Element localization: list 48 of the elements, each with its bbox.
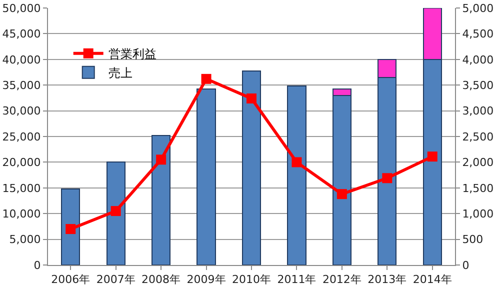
point (382, 173, 392, 184)
y2-tick-label: 1,500 (462, 182, 494, 195)
y-tick-label: 45,000 (2, 28, 41, 41)
y-tick-label: 35,000 (2, 78, 41, 92)
y2-tick-label: 0 (462, 258, 470, 272)
y-tick-label: 40,000 (2, 53, 41, 66)
y2-tick-label: 2,500 (462, 130, 494, 144)
x-tick-label: 2008年 (142, 273, 181, 286)
x-tick-label: 2013年 (368, 273, 407, 286)
x-tick-label: 2014年 (412, 273, 452, 286)
y2-tick-label: 1,000 (462, 207, 494, 220)
x-tick-label: 2012年 (322, 273, 362, 286)
point (246, 93, 256, 104)
y2-tick-label: 3,000 (462, 104, 494, 118)
y-tick-label: 0 (34, 258, 41, 272)
legend-label: 営業利益 (108, 47, 156, 62)
bar (61, 188, 80, 265)
bar (287, 86, 306, 265)
point (201, 74, 212, 84)
bar (196, 88, 216, 265)
y-tick-label: 15,000 (2, 182, 41, 195)
point (292, 157, 302, 168)
y-tick-label: 30,000 (2, 104, 41, 118)
y2-tick-label: 5,000 (462, 2, 494, 15)
y-tick-label: 10,000 (2, 207, 41, 220)
x-tick-label: 2011年 (277, 273, 316, 286)
y-tick-label: 5,000 (9, 233, 41, 246)
point (336, 189, 347, 200)
y2-tick-label: 4,000 (462, 53, 494, 66)
y2-tick-label: 2,000 (462, 156, 494, 170)
point (156, 154, 166, 165)
bar (106, 162, 126, 265)
bar (152, 134, 171, 265)
point (427, 152, 438, 162)
y2-tick-label: 3,500 (462, 78, 494, 92)
point (110, 206, 121, 216)
x-tick-label: 2007年 (96, 273, 136, 286)
x-tick-label: 2010年 (232, 273, 271, 286)
x-tick-label: 2006年 (51, 273, 90, 286)
y-tick-label: 50,000 (2, 2, 41, 15)
y-tick-label: 25,000 (2, 130, 41, 144)
x-tick-label: 2009年 (186, 273, 226, 286)
y2-tick-label: 500 (462, 233, 484, 246)
bar (242, 70, 262, 265)
y-tick-label: 20,000 (2, 156, 41, 170)
y2-tick-label: 4,500 (462, 28, 494, 41)
legend-label: 売上 (108, 66, 132, 80)
point (66, 224, 76, 234)
